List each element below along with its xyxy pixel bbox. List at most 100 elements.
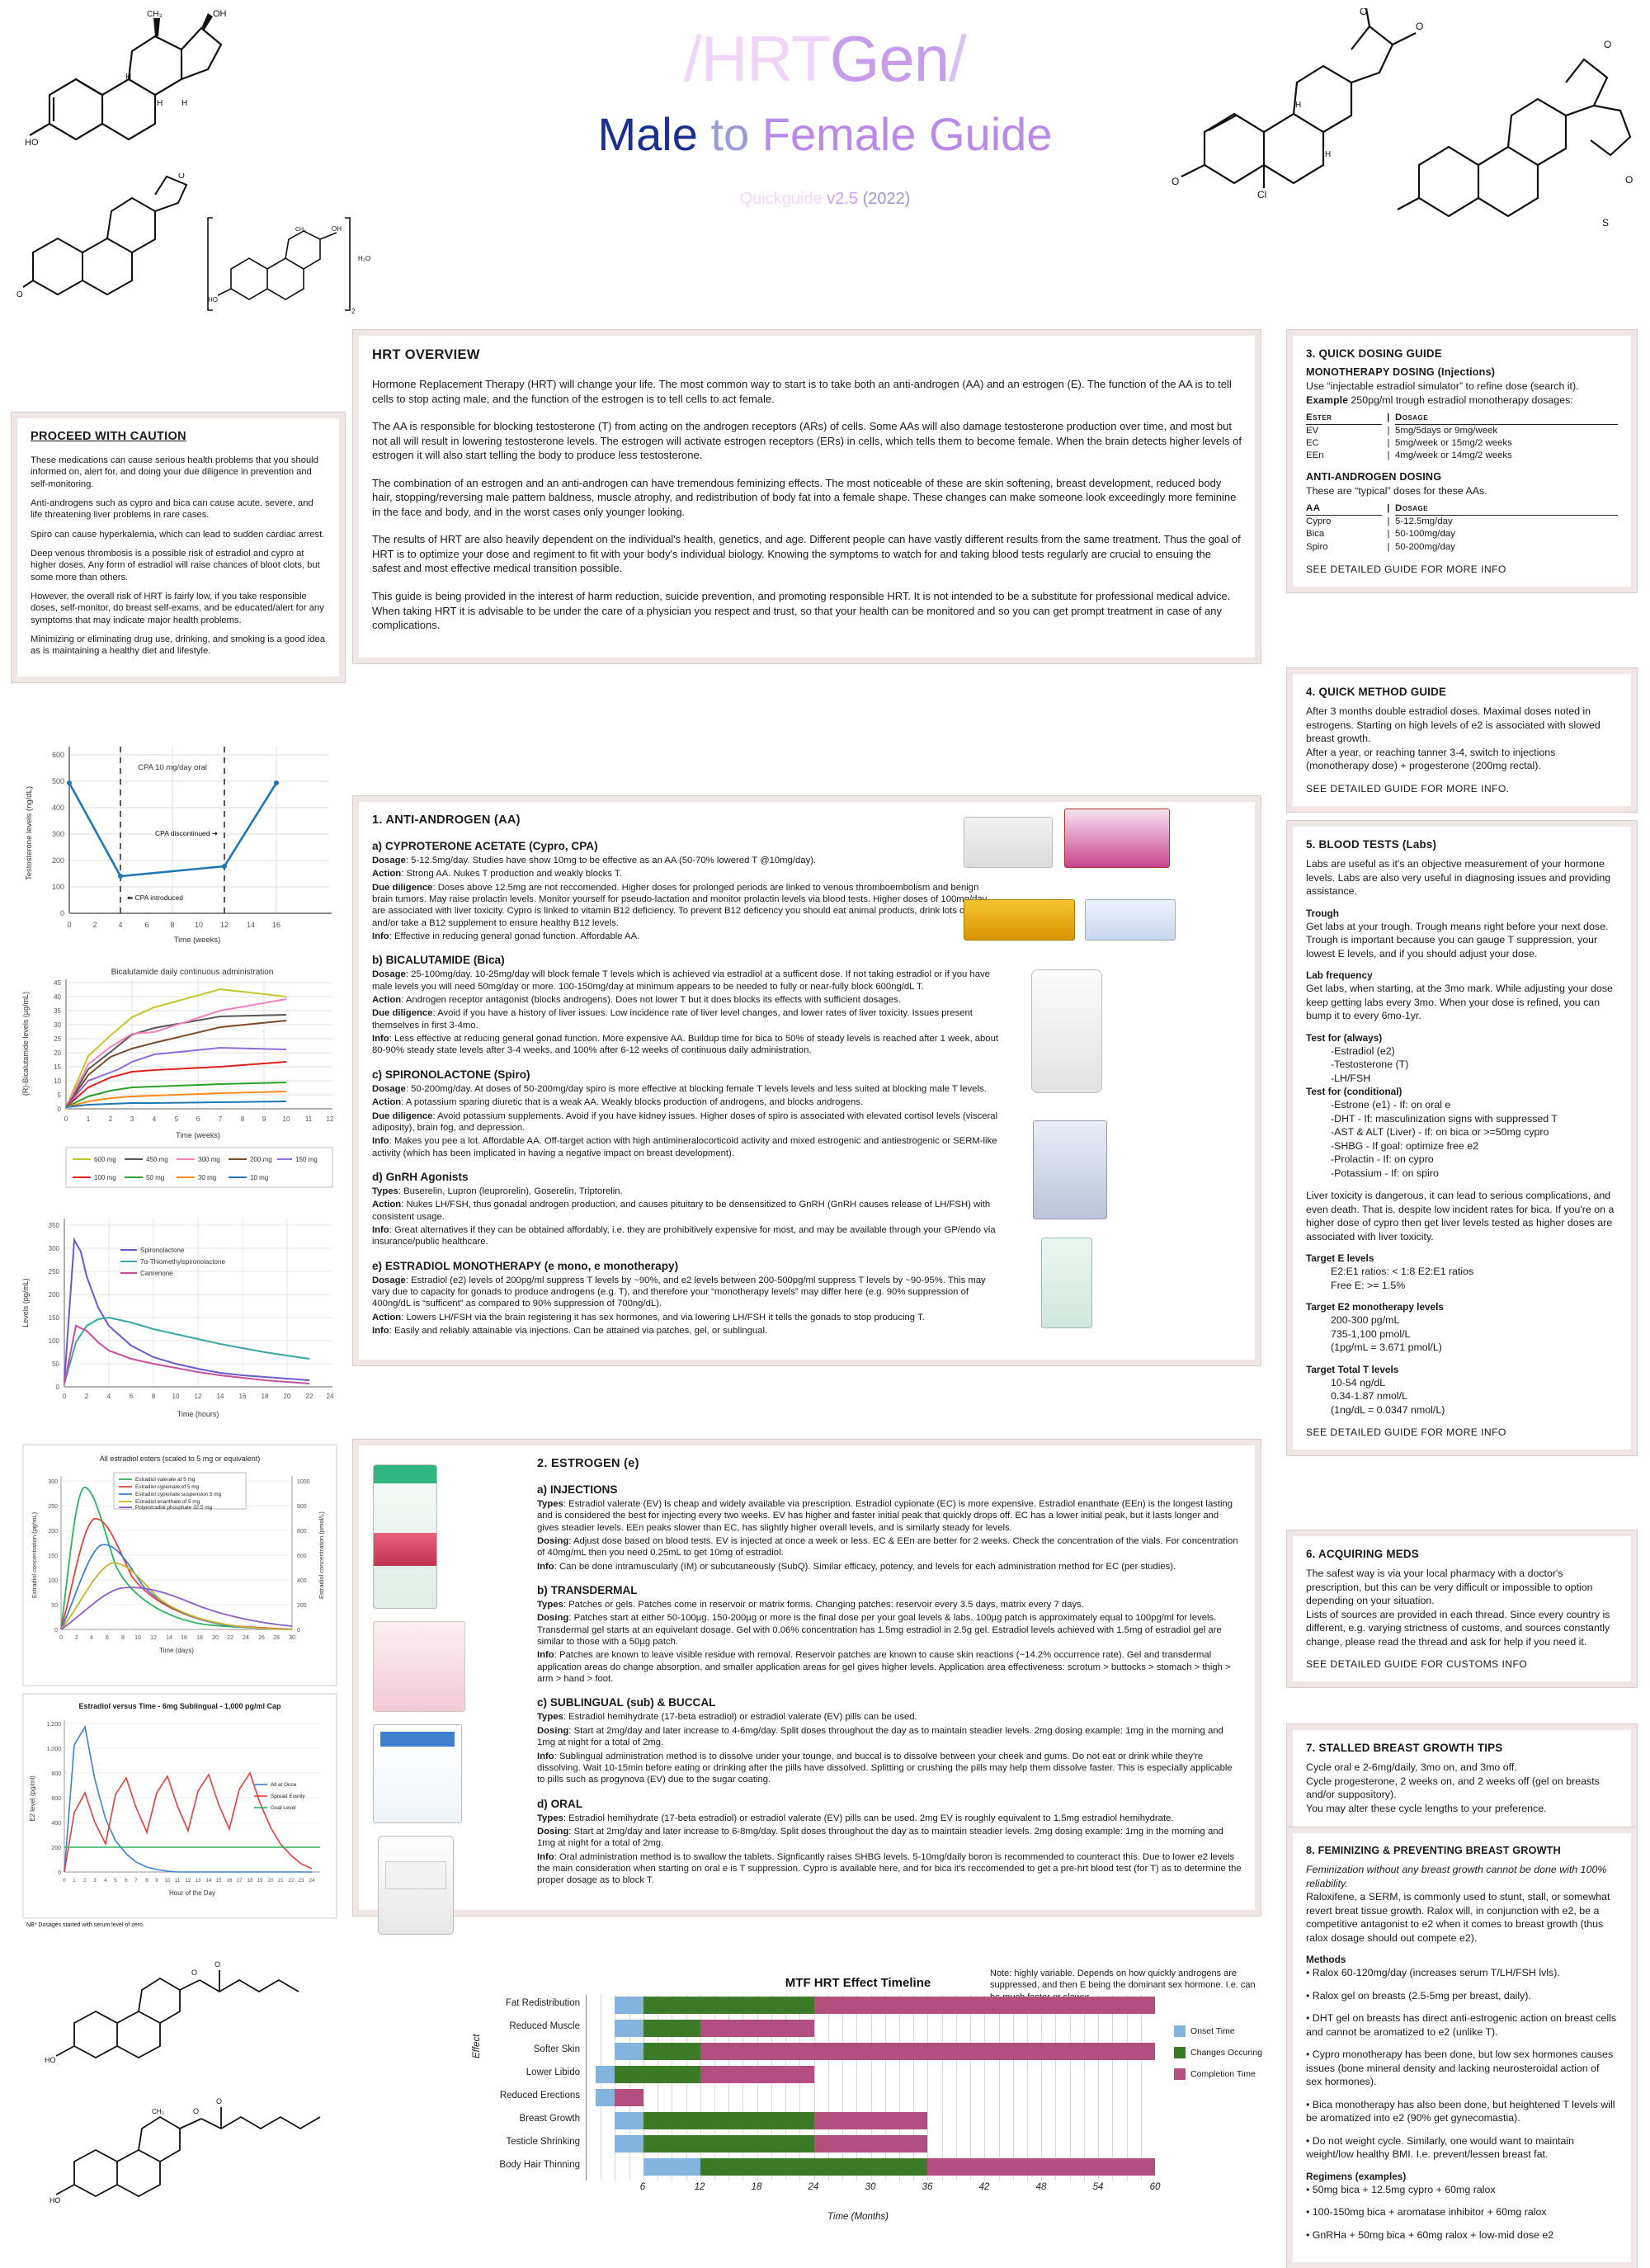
svg-text:3: 3 <box>93 1878 97 1884</box>
regimens-heading: Regimens (examples) <box>1306 2170 1407 2182</box>
line-label: Types <box>537 1499 563 1509</box>
line-label: Dosage <box>372 1275 406 1285</box>
regimen-bullet: • GnRHa + 50mg bica + 60mg ralox + low-m… <box>1306 2228 1554 2241</box>
line-text: Buserelin, Lupron (leuprorelin), Goserel… <box>403 1186 623 1196</box>
timeline-gridline <box>884 1995 886 2181</box>
svg-text:All at Once: All at Once <box>271 1782 297 1788</box>
target-e-heading: Target E levels <box>1306 1252 1374 1264</box>
svg-text:800: 800 <box>297 1529 307 1535</box>
mono-example-label: Example <box>1306 394 1348 406</box>
timeline-gridline <box>1083 1995 1085 2181</box>
method-paragraph: After a year, or reaching tanner 3-4, sw… <box>1306 746 1556 772</box>
svg-text:O: O <box>1416 21 1423 32</box>
test-item: -SHBG - If goal: optimize free e2 <box>1331 1139 1479 1152</box>
svg-text:O: O <box>1360 8 1367 17</box>
svg-text:8: 8 <box>121 1635 125 1641</box>
svg-text:14: 14 <box>217 1393 224 1400</box>
timeline-gridline <box>856 1995 858 2181</box>
calutide-box-image <box>964 899 1075 941</box>
drug-line: Action: Strong AA. Nukes T production an… <box>372 869 622 879</box>
timeline-gridline <box>1026 1995 1028 2181</box>
timeline-bar-completion <box>700 2020 814 2037</box>
svg-text:11: 11 <box>305 1115 313 1123</box>
line-label: Dosage <box>372 969 406 980</box>
estradot-box-image <box>373 1724 462 1823</box>
svg-text:E2 level (pg/ml): E2 level (pg/ml) <box>29 1775 36 1822</box>
svg-text:Goal Level: Goal Level <box>271 1805 296 1811</box>
svg-text:26: 26 <box>258 1635 265 1641</box>
caution-paragraph: Minimizing or eliminating drug use, drin… <box>31 634 325 657</box>
drug-block-gnrh: d) GnRH Agonists Types: Buserelin, Lupro… <box>372 1171 1242 1248</box>
svg-text:H: H <box>1295 101 1301 110</box>
timeline-tick: 48 <box>1035 2182 1047 2192</box>
svg-text:50: 50 <box>52 1360 59 1368</box>
svg-text:300 mg: 300 mg <box>198 1156 220 1163</box>
see-detailed-guide-link[interactable]: SEE DETAILED GUIDE FOR MORE INFO <box>1306 1426 1506 1438</box>
svg-text:12: 12 <box>327 1115 334 1123</box>
svg-text:HO: HO <box>208 296 218 304</box>
svg-text:0: 0 <box>54 1628 58 1634</box>
svg-text:20: 20 <box>268 1878 274 1884</box>
timeline-plot-area: Fat Redistribution Reduced Muscle Softer S… <box>499 1995 1155 2181</box>
timeline-gridline <box>1012 1995 1014 2181</box>
test-item: -DHT - If: masculinization signs with su… <box>1331 1112 1558 1125</box>
target-e2-heading: Target E2 monotherapy levels <box>1306 1301 1444 1313</box>
line-label: Types <box>372 1186 398 1196</box>
svg-text:14: 14 <box>206 1878 212 1884</box>
drug-line: Due diligence: Avoid if you have a histo… <box>372 1008 973 1030</box>
svg-text:2: 2 <box>85 1393 89 1400</box>
svg-text:200: 200 <box>49 1291 60 1299</box>
see-detailed-guide-link[interactable]: SEE DETAILED GUIDE FOR MORE INFO <box>1306 563 1506 575</box>
line-text: Oral administration method is to swallow… <box>537 1851 1242 1886</box>
timeline-gridline <box>984 1995 986 2181</box>
svg-text:Levels (pg/mL): Levels (pg/mL) <box>21 1278 30 1327</box>
svg-text:12: 12 <box>186 1878 191 1884</box>
timeline-gridline <box>686 1995 687 2181</box>
timeline-bar-completion <box>615 2089 644 2106</box>
timeline-row-label: Breast Growth <box>519 2114 581 2124</box>
svg-text:10: 10 <box>134 1635 141 1641</box>
svg-text:150 mg: 150 mg <box>295 1156 318 1163</box>
line-label: Info <box>537 1851 554 1862</box>
svg-text:CH₃: CH₃ <box>295 227 306 233</box>
title-segment-gen: Gen <box>829 22 950 95</box>
svg-text:17: 17 <box>237 1878 243 1884</box>
method-heading: c) SUBLINGUAL (sub) & BUCCAL <box>537 1696 716 1709</box>
regimen-bullet: • 100-150mg bica + aromatase inhibitor +… <box>1306 2206 1547 2218</box>
svg-text:400: 400 <box>51 1821 61 1827</box>
svg-text:25: 25 <box>54 1035 61 1043</box>
overview-paragraph: The results of HRT are also heavily depe… <box>372 533 1241 575</box>
overview-paragraph: The AA is responsible for blocking testo… <box>372 420 1242 462</box>
timeline-tick: 6 <box>639 2182 646 2192</box>
method-line: Types: Estradiol hemihydrate (17-beta es… <box>537 1813 1174 1823</box>
svg-text:CPA discontinued ➜: CPA discontinued ➜ <box>155 829 218 837</box>
test-item: -Estradiol (e2) <box>1331 1044 1395 1057</box>
svg-text:20: 20 <box>284 1393 291 1400</box>
line-text: 5-12.5mg/day. Studies have show 10mg to … <box>411 856 817 865</box>
svg-text:H: H <box>1325 150 1331 159</box>
line-text: Nukes LH/FSH, thus gonadal androgen prod… <box>372 1200 991 1222</box>
see-detailed-guide-link[interactable]: SEE DETAILED GUIDE FOR CUSTOMS INFO <box>1306 1658 1528 1670</box>
timeline-gridline <box>870 1995 872 2181</box>
svg-text:20: 20 <box>54 1049 61 1057</box>
line-text: Estradiol hemihydrate (17-beta estradiol… <box>568 1712 917 1723</box>
timeline-tick: 42 <box>978 2182 990 2192</box>
svg-text:250: 250 <box>48 1504 58 1510</box>
drug-line: Action: Lowers LH/FSH via the brain regi… <box>372 1312 925 1323</box>
line-text: Effective in reducing general gonad func… <box>394 931 640 942</box>
line-label: Info <box>537 1650 554 1661</box>
biteron-box-image <box>1064 809 1170 868</box>
timeline-row: Softer Skin <box>534 2041 1155 2062</box>
feminizing-body: Raloxifene, a SERM, is commonly used to … <box>1306 1891 1610 1944</box>
method-bullet: • Bica monotherapy has also been done, b… <box>1306 2098 1615 2124</box>
drug-line: Dosage: Estradiol (e2) levels of 200pg/m… <box>372 1275 986 1309</box>
timeline-gridline <box>1098 1995 1100 2181</box>
svg-text:4: 4 <box>118 921 122 929</box>
line-text: Can be done intramuscularly (IM) or subc… <box>559 1561 1176 1572</box>
svg-text:1,200: 1,200 <box>46 1722 61 1728</box>
svg-text:6: 6 <box>130 1393 134 1400</box>
svg-text:(R)-Bicalutamide levels (µg/mL: (R)-Bicalutamide levels (µg/mL) <box>21 992 30 1096</box>
svg-text:Estradiol concentration (pmol/: Estradiol concentration (pmol/L) <box>318 1511 325 1599</box>
see-detailed-guide-link[interactable]: SEE DETAILED GUIDE FOR MORE INFO. <box>1306 782 1510 795</box>
caution-title: PROCEED WITH CAUTION <box>31 430 186 443</box>
